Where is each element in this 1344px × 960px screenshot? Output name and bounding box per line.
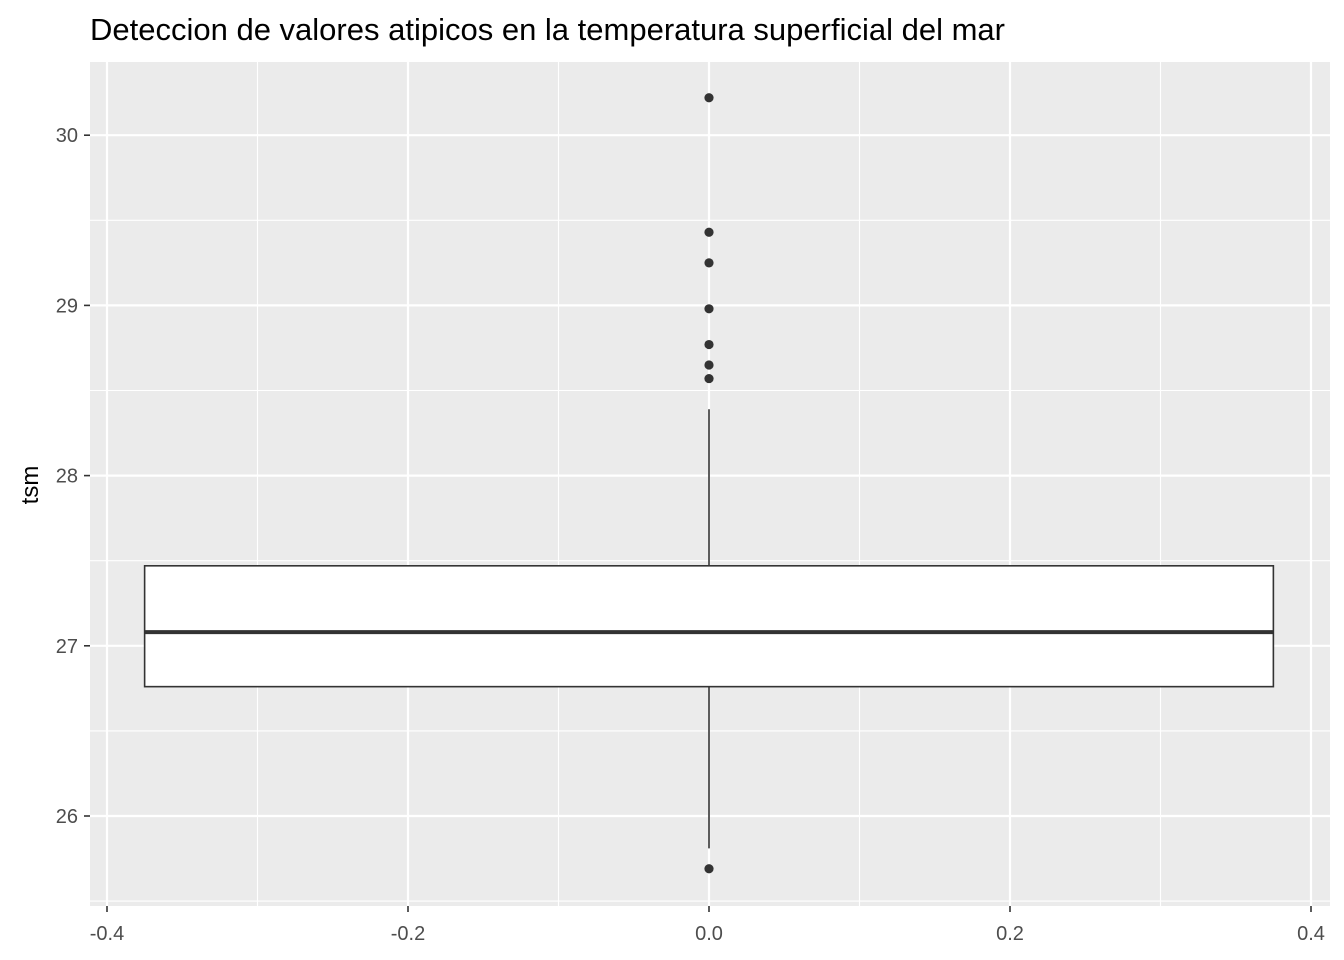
y-axis-title: tsm: [17, 466, 44, 505]
outlier-points: [704, 93, 714, 874]
y-tick-label: 27: [56, 636, 78, 658]
outlier-point: [704, 304, 714, 314]
y-tick-label: 29: [56, 295, 78, 317]
x-tick-label: 0.0: [695, 923, 723, 945]
outlier-point: [704, 864, 714, 874]
outlier-point: [704, 360, 714, 370]
box-group: [143, 409, 1275, 849]
y-tick-label: 28: [56, 466, 78, 488]
outlier-point: [704, 93, 714, 103]
outlier-point: [704, 339, 714, 350]
x-tick-label: 0.2: [996, 923, 1024, 945]
y-axis: 26 27 28 29 30: [56, 125, 90, 828]
chart-title: Deteccion de valores atipicos en la temp…: [90, 12, 1005, 47]
x-tick-label: -0.2: [391, 923, 425, 945]
x-axis: -0.4 -0.2 0.0 0.2 0.4: [90, 906, 1325, 945]
y-tick-label: 26: [56, 806, 78, 828]
y-tick-label: 30: [56, 125, 78, 147]
outlier-point: [704, 373, 714, 384]
outlier-point: [704, 227, 714, 237]
iqr-box: [143, 565, 1275, 688]
x-tick-label: -0.4: [90, 923, 124, 945]
outlier-point: [704, 258, 714, 268]
x-tick-label: 0.4: [1297, 923, 1325, 945]
